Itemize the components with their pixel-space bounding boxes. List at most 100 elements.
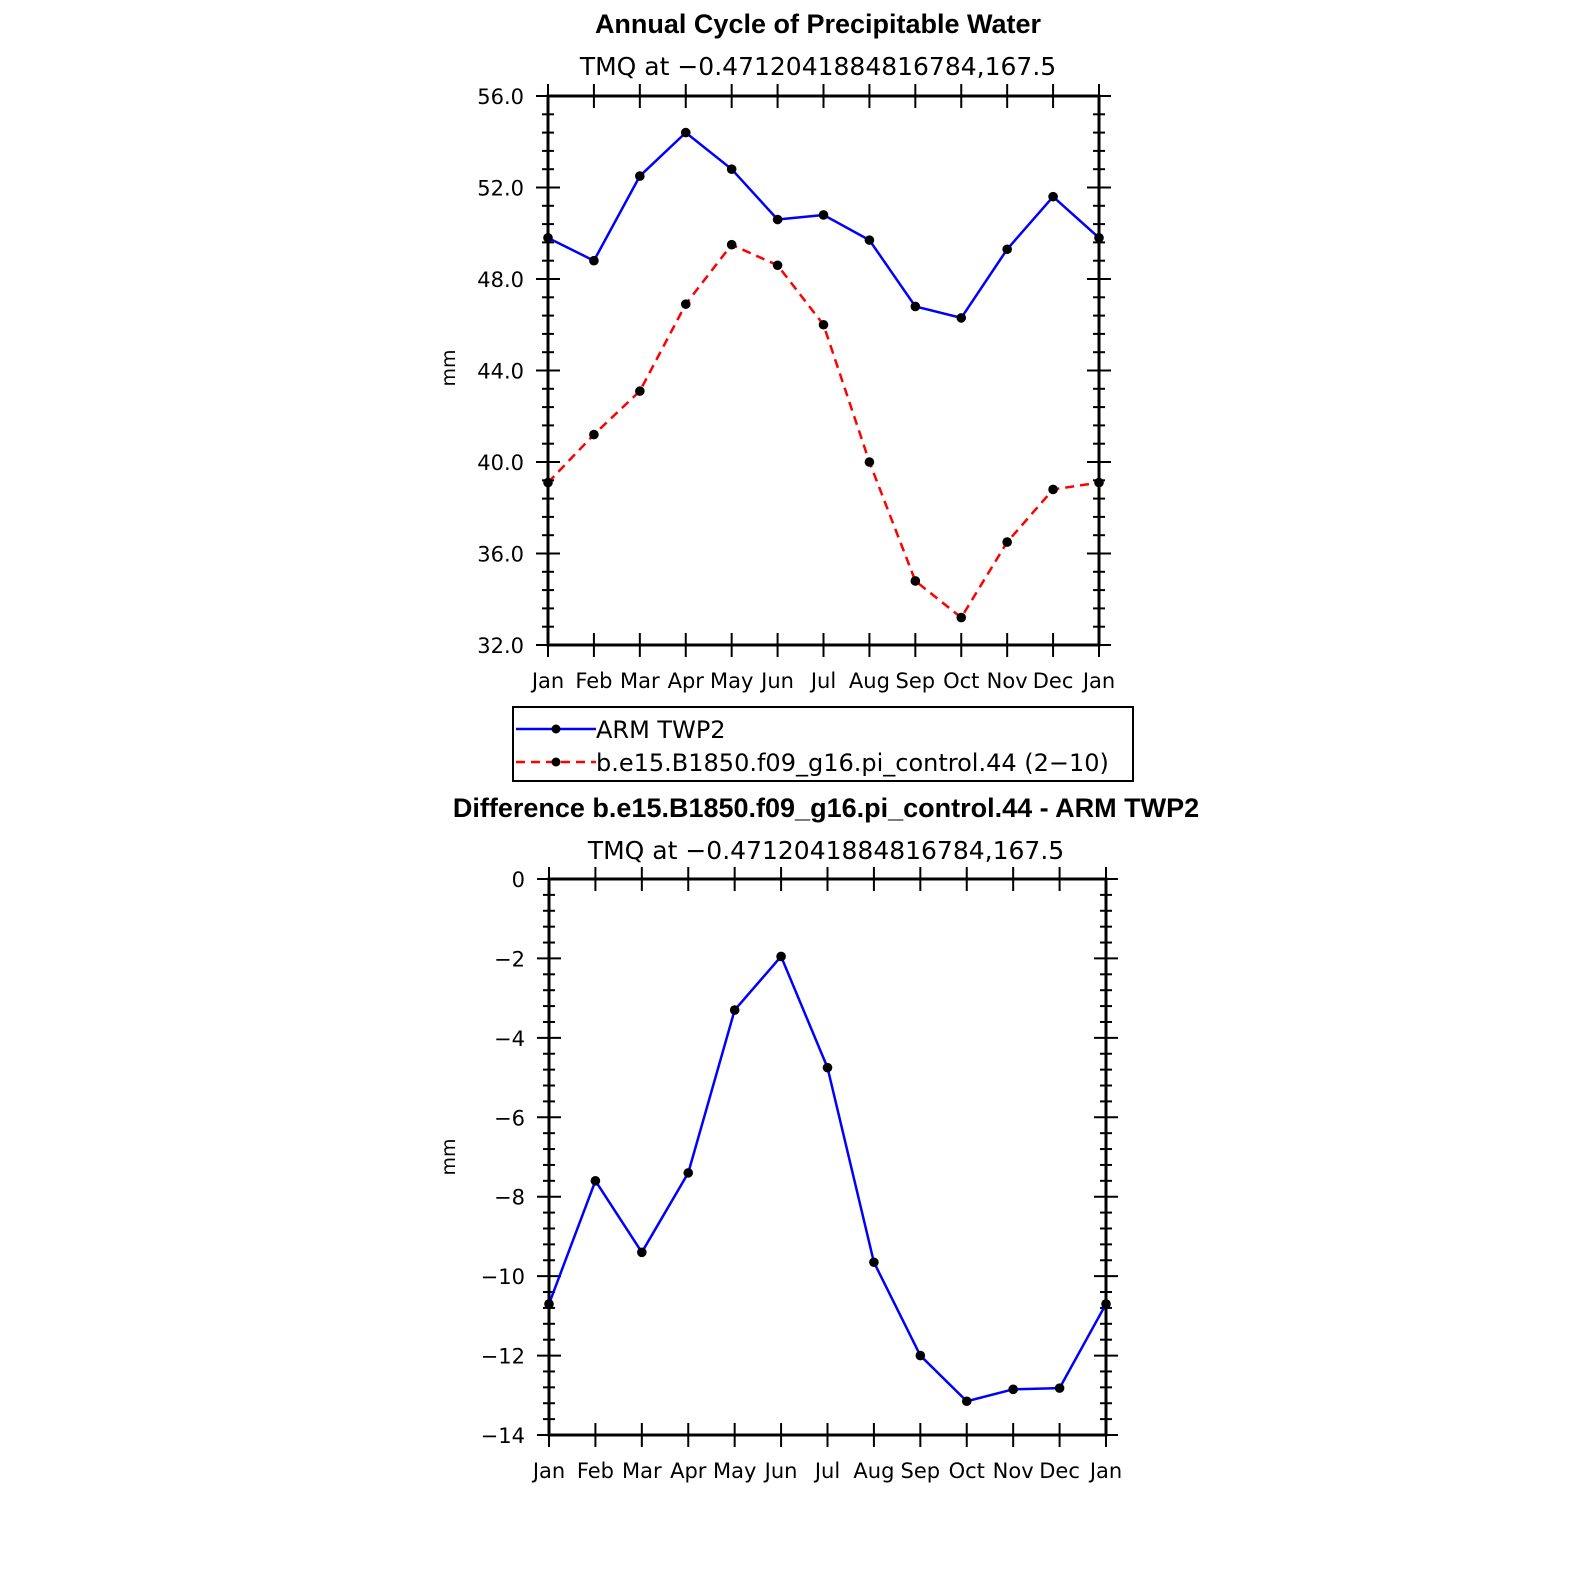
legend: ARM TWP2 b.e15.B1850.f09_g16.pi_control.… (512, 706, 1134, 782)
y-tick-label: −6 (494, 1106, 525, 1130)
data-point (726, 239, 737, 250)
x-tick-label: Sep (901, 1459, 941, 1483)
x-tick-label: Sep (896, 669, 936, 693)
x-tick-label: Feb (577, 1459, 614, 1483)
y-tick-label: 32.0 (477, 634, 524, 658)
legend-entry-model: b.e15.B1850.f09_g16.pi_control.44 (2−10) (596, 749, 1109, 777)
chart-title: Annual Cycle of Precipitable Water (595, 9, 1042, 39)
y-axis-label: mm (438, 349, 460, 386)
data-point (635, 386, 645, 396)
plot-frame (546, 94, 1101, 647)
x-tick-label: May (710, 669, 753, 693)
data-point (589, 255, 599, 266)
legend-marker-arm (551, 724, 561, 734)
y-tick-label: 40.0 (477, 451, 524, 475)
data-point (1002, 244, 1012, 255)
data-point (822, 1062, 833, 1073)
data-point (635, 171, 645, 181)
x-tick-label: Dec (1033, 669, 1074, 693)
x-tick-label: Dec (1039, 1459, 1080, 1483)
y-tick-label: −2 (494, 947, 525, 971)
y-tick-label: −14 (481, 1424, 525, 1448)
chart-subtitle: TMQ at −0.4712041884816784,167.5 (579, 52, 1056, 81)
x-tick-label: Jun (763, 1459, 798, 1483)
difference-plot-area: −14 −12 −10 −8 −6 −4 −2 0 Jan Feb Mar Apr May Jun Jul A… (481, 867, 1122, 1483)
y-tick-label: 0 (512, 868, 525, 892)
data-point (772, 214, 783, 225)
data-point (543, 233, 553, 243)
data-point (729, 1005, 740, 1015)
data-point (1101, 1299, 1111, 1309)
data-point (726, 164, 737, 174)
data-point (864, 457, 875, 467)
y-tick-label: −12 (481, 1345, 525, 1369)
data-point (818, 319, 829, 330)
x-tick-label: May (713, 1459, 756, 1483)
x-tick-label: Jan (1081, 669, 1115, 693)
y-axis-label: mm (438, 1138, 460, 1175)
data-point (1048, 484, 1058, 495)
data-point (680, 299, 691, 309)
x-tick-label: Nov (993, 1459, 1034, 1483)
x-tick-label: Feb (575, 669, 612, 693)
data-point (1048, 191, 1058, 202)
legend-entry-arm: ARM TWP2 (596, 716, 726, 744)
y-tick-label: −4 (494, 1027, 525, 1051)
data-point (869, 1257, 879, 1268)
y-tick-label: 48.0 (477, 268, 524, 292)
data-point (1094, 233, 1104, 243)
data-point (818, 210, 829, 220)
x-tick-label: Aug (849, 669, 890, 693)
data-point (1054, 1383, 1065, 1393)
y-tick-label: 52.0 (477, 177, 524, 201)
y-tick-label: −10 (481, 1265, 525, 1289)
data-point (956, 612, 967, 623)
data-point (776, 951, 786, 962)
series-line-0 (547, 131, 1100, 320)
data-point (910, 301, 921, 312)
data-point (543, 477, 553, 488)
x-tick-label: Jan (531, 1459, 565, 1483)
legend-marker-model (551, 757, 561, 767)
x-tick-label: Jun (759, 669, 794, 693)
data-point (1002, 537, 1012, 547)
chart-title: Difference b.e15.B1850.f09_g16.pi_contro… (453, 793, 1199, 823)
series-line-1 (547, 243, 1100, 619)
data-point (589, 429, 599, 440)
y-tick-label: −8 (494, 1186, 525, 1210)
y-tick-label: 36.0 (477, 543, 524, 567)
data-point (772, 260, 783, 271)
y-tick-label: 56.0 (477, 85, 524, 109)
chart-subtitle: TMQ at −0.4712041884816784,167.5 (587, 836, 1064, 865)
legend-box (512, 706, 1134, 782)
data-point (544, 1299, 554, 1309)
x-tick-label: Oct (943, 669, 979, 693)
x-tick-label: Jan (1088, 1459, 1122, 1483)
data-point (1094, 477, 1104, 488)
y-tick-label: 44.0 (477, 360, 524, 384)
data-point (910, 576, 921, 586)
data-point (1008, 1384, 1018, 1395)
data-point (637, 1247, 647, 1258)
data-point (680, 127, 691, 138)
data-point (961, 1396, 972, 1407)
annual-cycle-plot-area: 32.0 36.0 40.0 44.0 48.0 52.0 56.0 Jan Feb Mar Apr… (477, 84, 1115, 693)
data-point (956, 313, 967, 323)
x-tick-label: Oct (949, 1459, 985, 1483)
x-tick-label: Nov (987, 669, 1028, 693)
x-tick-label: Apr (670, 1459, 707, 1483)
plot-frame (547, 877, 1108, 1437)
annual-cycle-chart: Annual Cycle of Precipitable Water TMQ a… (438, 9, 1134, 782)
x-tick-label: Mar (622, 1459, 662, 1483)
x-tick-label: Jan (530, 669, 564, 693)
difference-chart: Difference b.e15.B1850.f09_g16.pi_contro… (438, 793, 1199, 1483)
data-point (915, 1350, 926, 1361)
series-line-0 (547, 955, 1108, 1403)
x-tick-label: Apr (668, 669, 705, 693)
data-point (864, 235, 875, 245)
x-tick-label: Jul (813, 1459, 840, 1483)
x-tick-label: Jul (809, 669, 836, 693)
x-tick-label: Aug (853, 1459, 894, 1483)
data-point (590, 1176, 601, 1186)
